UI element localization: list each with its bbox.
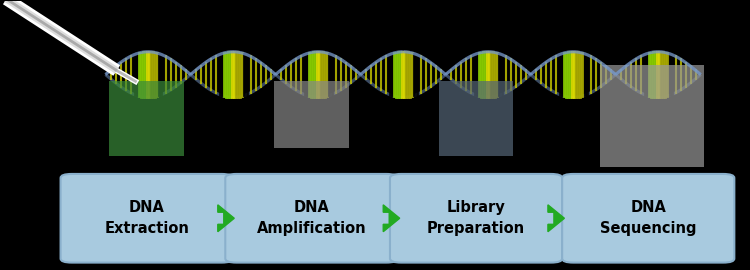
FancyBboxPatch shape [225,174,398,263]
Text: Library
Preparation: Library Preparation [427,200,525,236]
Text: DNA
Amplification: DNA Amplification [256,200,366,236]
FancyBboxPatch shape [274,81,349,148]
FancyBboxPatch shape [390,174,562,263]
FancyBboxPatch shape [110,81,184,157]
FancyArrow shape [383,205,400,232]
Text: DNA
Extraction: DNA Extraction [104,200,189,236]
FancyArrow shape [217,205,234,232]
FancyBboxPatch shape [562,174,734,263]
Text: DNA
Sequencing: DNA Sequencing [600,200,697,236]
FancyBboxPatch shape [61,174,232,263]
FancyBboxPatch shape [599,65,704,167]
FancyBboxPatch shape [439,81,514,157]
FancyArrow shape [548,205,565,232]
